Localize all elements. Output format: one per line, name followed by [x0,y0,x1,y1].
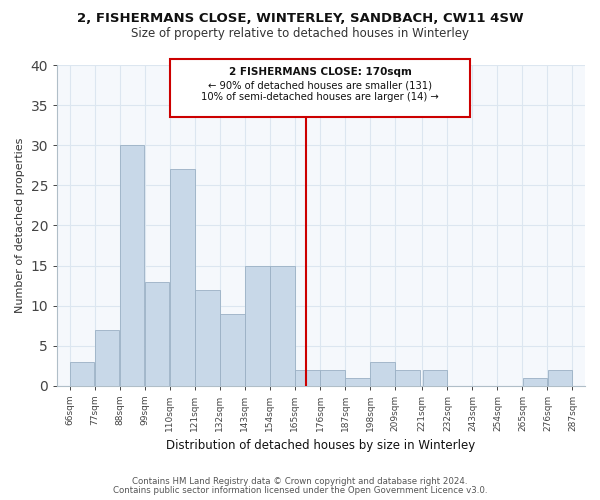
Text: Contains HM Land Registry data © Crown copyright and database right 2024.: Contains HM Land Registry data © Crown c… [132,477,468,486]
Text: 2, FISHERMANS CLOSE, WINTERLEY, SANDBACH, CW11 4SW: 2, FISHERMANS CLOSE, WINTERLEY, SANDBACH… [77,12,523,26]
Bar [295,370,320,386]
Text: ← 90% of detached houses are smaller (131): ← 90% of detached houses are smaller (13… [208,80,432,90]
Bar [145,282,169,386]
Text: Contains public sector information licensed under the Open Government Licence v3: Contains public sector information licen… [113,486,487,495]
Bar [395,370,420,386]
Bar [548,370,572,386]
X-axis label: Distribution of detached houses by size in Winterley: Distribution of detached houses by size … [166,440,476,452]
Bar [523,378,547,386]
Text: 2 FISHERMANS CLOSE: 170sqm: 2 FISHERMANS CLOSE: 170sqm [229,67,412,77]
Text: Size of property relative to detached houses in Winterley: Size of property relative to detached ho… [131,28,469,40]
Bar [120,146,145,386]
Bar [346,378,370,386]
Bar [70,362,94,386]
FancyBboxPatch shape [170,59,470,118]
Bar [320,370,344,386]
Bar [370,362,395,386]
Bar [422,370,447,386]
Bar [170,170,194,386]
Bar [270,266,295,386]
Bar [195,290,220,386]
Bar [220,314,245,386]
Bar [95,330,119,386]
Bar [245,266,269,386]
Y-axis label: Number of detached properties: Number of detached properties [15,138,25,313]
Text: 10% of semi-detached houses are larger (14) →: 10% of semi-detached houses are larger (… [201,92,439,102]
